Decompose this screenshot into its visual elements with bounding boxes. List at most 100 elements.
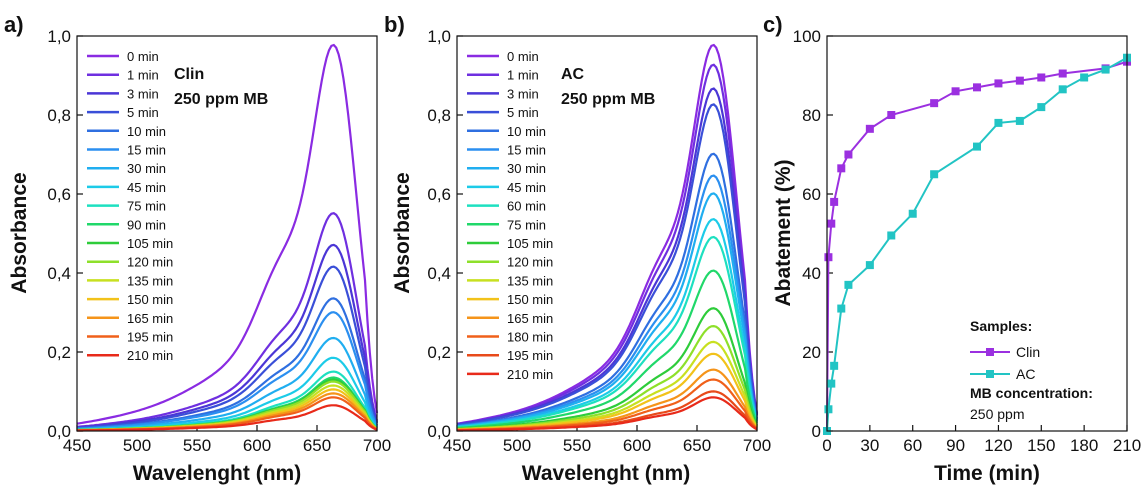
panel-b-series — [456, 43, 759, 432]
panel-b-legend-label: 105 min — [507, 236, 553, 251]
panel-a-legend-label: 195 min — [127, 330, 173, 345]
panel-c-abatement: c) Abatement (%) Time (min) 0 30 60 90 120 15… — [763, 12, 1141, 485]
panel-c-legend-label: AC — [1016, 366, 1035, 382]
panel-a-frame — [76, 35, 378, 432]
panel-c-ytick-label: 80 — [802, 106, 821, 125]
panel-c-data-point — [824, 405, 833, 414]
panel-c-label: c) — [763, 12, 783, 37]
panel-c-xtick-label: 180 — [1070, 436, 1098, 455]
panel-c-data-point — [930, 170, 939, 179]
panel-a-ytick-label: 1,0 — [47, 27, 71, 46]
panel-b-series-line — [456, 103, 759, 426]
panel-b-series-line — [456, 269, 759, 429]
panel-b-legend-label: 120 min — [507, 255, 553, 270]
panel-c-data-point — [1015, 76, 1024, 85]
panel-a-annotation-line2: 250 ppm MB — [174, 91, 268, 108]
panel-a-legend-label: 5 min — [127, 105, 159, 120]
panel-c-data-point — [887, 231, 896, 240]
panel-b-ytick-label: 1,0 — [427, 27, 451, 46]
panel-b-ytick-label: 0,0 — [427, 422, 451, 441]
panel-c-ylabel: Abatement (%) — [772, 159, 795, 306]
panel-b-xtick-label: 650 — [683, 436, 711, 455]
panel-c-xtick-label: 60 — [903, 436, 922, 455]
panel-c-data-point — [994, 118, 1003, 127]
panel-b-ytick-label: 0,6 — [427, 185, 451, 204]
panel-c-data-point — [827, 379, 836, 388]
panel-c-data-point — [837, 164, 846, 173]
panel-c-series-line — [826, 60, 1128, 432]
panel-a-series — [76, 43, 379, 432]
panel-c-data-point — [930, 99, 939, 108]
panel-c-data-point — [1015, 116, 1024, 125]
panel-b-ylabel: Absorbance — [391, 172, 414, 293]
panel-b-xtick-label: 550 — [563, 436, 591, 455]
panel-a-series-line — [76, 243, 379, 429]
panel-c-xtick-label: 0 — [822, 436, 831, 455]
panel-a-series-line — [76, 212, 379, 428]
panel-a-xtick-label: 500 — [123, 436, 151, 455]
panel-a-ytick-label: 0,8 — [47, 106, 71, 125]
panel-a-xlabel: Wavelenght (nm) — [133, 462, 301, 485]
panel-a-legend-label: 1 min — [127, 68, 159, 83]
panel-c-ytick-label: 0 — [812, 422, 821, 441]
panel-c-note-title: MB concentration: — [970, 385, 1093, 401]
panel-b-legend-label: 5 min — [507, 105, 539, 120]
panel-a-legend-label: 120 min — [127, 255, 173, 270]
panel-c-data-point — [830, 361, 839, 370]
panel-b-ytick-label: 0,4 — [427, 264, 451, 283]
panel-c-data-point — [827, 219, 836, 228]
panel-a-annotation-line1: Clin — [174, 66, 204, 83]
panel-a-ytick-label: 0,4 — [47, 264, 71, 283]
panel-a-ytick-label: 0,6 — [47, 185, 71, 204]
panel-c-data-point — [837, 304, 846, 313]
panel-c-series — [823, 53, 1131, 435]
panel-a-absorbance-clin: a) Absorbance Wavelenght (nm) Clin 250 p… — [4, 12, 391, 485]
panel-c-xtick-label: 150 — [1027, 436, 1055, 455]
panel-c-data-point — [973, 83, 981, 92]
panel-b-legend-label: 75 min — [507, 217, 546, 232]
panel-c-xtick-label: 210 — [1113, 436, 1141, 455]
panel-b-legend-label: 30 min — [507, 161, 546, 176]
panel-c-data-point — [824, 253, 833, 262]
panel-c-legend-marker — [986, 370, 994, 378]
panel-c-legend-label: Clin — [1016, 344, 1040, 360]
panel-c-data-point — [908, 209, 917, 218]
panel-b-ytick-label: 0,2 — [427, 343, 451, 362]
panel-a-legend-label: 10 min — [127, 124, 166, 139]
panel-c-data-point — [844, 280, 853, 289]
panel-a-series-line — [76, 43, 379, 425]
panel-b-ticks: 450 500 550 600 650 700 0,0 0,2 0,4 0,6 0,8 1,0 — [427, 27, 771, 455]
panel-c-legend: Samples: MB concentration: 250 ppm Clin A… — [970, 318, 1093, 422]
panel-a-legend-label: 15 min — [127, 143, 166, 158]
panel-a-legend-label: 30 min — [127, 161, 166, 176]
panel-a-legend-label: 105 min — [127, 236, 173, 251]
panel-a-legend-label: 135 min — [127, 273, 173, 288]
panel-b-series-line — [456, 87, 759, 426]
panel-c-xtick-label: 120 — [984, 436, 1012, 455]
panel-b-annotation-line1: AC — [561, 66, 585, 83]
panel-a-legend-label: 90 min — [127, 217, 166, 232]
panel-b-absorbance-ac: b) Absorbance Wavelenght (nm) AC 250 ppm… — [384, 12, 771, 485]
panel-b-legend-label: 15 min — [507, 143, 546, 158]
panel-a-legend-label: 0 min — [127, 49, 159, 64]
panel-c-xtick-label: 30 — [860, 436, 879, 455]
panel-b-legend-label: 45 min — [507, 180, 546, 195]
panel-a-legend-label: 75 min — [127, 199, 166, 214]
panel-c-ticks: 0 30 60 90 120 150 180 210 0 20 40 60 80 100 — [793, 27, 1142, 455]
panel-b-ytick-label: 0,8 — [427, 106, 451, 125]
panel-c-data-point — [887, 111, 896, 119]
panel-a-series-line — [76, 265, 379, 429]
panel-c-data-point — [951, 87, 960, 96]
panel-b-xtick-label: 450 — [443, 436, 471, 455]
panel-a-ylabel: Absorbance — [8, 172, 31, 293]
panel-c-data-point — [994, 79, 1003, 88]
panel-c-data-point — [1037, 73, 1046, 82]
panel-c-ytick-label: 100 — [793, 27, 821, 46]
panel-c-ytick-label: 60 — [802, 185, 821, 204]
panel-b-xtick-label: 700 — [743, 436, 771, 455]
panel-c-data-point — [1058, 85, 1067, 94]
panel-a-xtick-label: 450 — [63, 436, 91, 455]
panel-c-data-point — [973, 142, 981, 151]
panel-c-xtick-label: 90 — [946, 436, 965, 455]
